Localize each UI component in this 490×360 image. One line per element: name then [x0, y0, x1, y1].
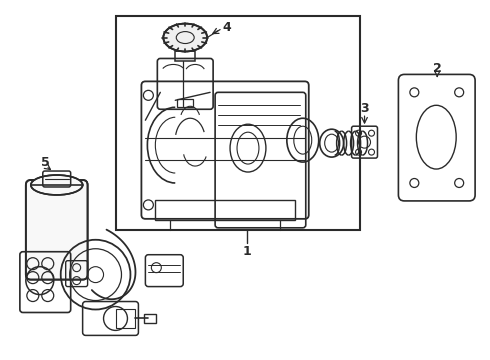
Ellipse shape [31, 175, 83, 195]
Text: 4: 4 [222, 21, 231, 34]
Bar [155, 200, 295, 220]
Ellipse shape [163, 24, 207, 51]
Text: 2: 2 [433, 62, 441, 75]
Bar [116, 15, 360, 230]
FancyBboxPatch shape [26, 180, 88, 280]
Bar [145, 315, 156, 323]
Text: 5: 5 [41, 156, 50, 168]
Bar [116, 309, 135, 328]
Bar [175, 51, 195, 62]
Text: 3: 3 [360, 102, 369, 115]
Text: 1: 1 [243, 245, 251, 258]
Bar [177, 99, 193, 107]
